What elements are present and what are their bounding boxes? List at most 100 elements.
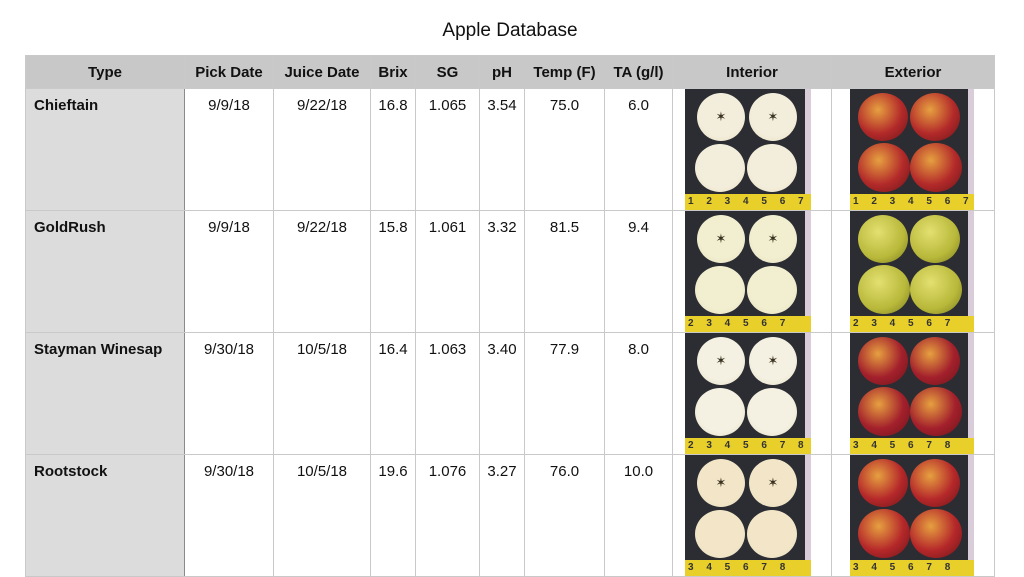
apple-half-image xyxy=(695,388,745,436)
cell-sg: 1.061 xyxy=(415,210,480,333)
core-star-icon: ✶ xyxy=(715,231,727,246)
cell-ta: 10.0 xyxy=(604,454,673,577)
whole-apple-image xyxy=(858,459,908,507)
interior-photo: ✶ ✶ 2 3 4 5 6 7 xyxy=(685,211,811,332)
core-star-icon: ✶ xyxy=(715,109,727,124)
apple-half-image xyxy=(747,388,797,436)
apple-half-image xyxy=(695,266,745,314)
apple-slice-image xyxy=(697,93,745,141)
cell-pick-date: 9/9/18 xyxy=(184,88,274,211)
measuring-tape: 3 4 5 6 7 8 xyxy=(685,560,811,576)
apple-database-table: Type Pick Date Juice Date Brix SG pH Tem… xyxy=(25,55,995,577)
cell-juice-date: 10/5/18 xyxy=(273,332,371,455)
table-row: GoldRush 9/9/18 9/22/18 15.8 1.061 3.32 … xyxy=(25,210,995,333)
apple-half-image xyxy=(747,266,797,314)
cell-exterior: 3 4 5 6 7 8 xyxy=(831,454,995,577)
whole-apple-image xyxy=(858,337,908,385)
core-star-icon: ✶ xyxy=(767,353,779,368)
apple-slice-image xyxy=(697,337,745,385)
whole-apple-image xyxy=(910,93,960,141)
col-header-brix: Brix xyxy=(370,55,416,89)
cell-ph: 3.54 xyxy=(479,88,525,211)
whole-apple-image xyxy=(910,387,962,436)
cell-brix: 16.8 xyxy=(370,88,416,211)
apple-half-image xyxy=(747,144,797,192)
cell-interior: ✶ ✶ 3 4 5 6 7 8 xyxy=(672,454,832,577)
apple-slice-image xyxy=(749,459,797,507)
apple-slice-image xyxy=(697,459,745,507)
core-star-icon: ✶ xyxy=(715,475,727,490)
ruler-strip xyxy=(805,211,811,316)
cell-ta: 9.4 xyxy=(604,210,673,333)
cell-pick-date: 9/30/18 xyxy=(184,454,274,577)
cell-exterior: 1 2 3 4 5 6 7 xyxy=(831,88,995,211)
exterior-photo: 2 3 4 5 6 7 xyxy=(850,211,974,332)
core-star-icon: ✶ xyxy=(715,353,727,368)
cell-juice-date: 10/5/18 xyxy=(273,454,371,577)
apple-slice-image xyxy=(749,215,797,263)
table-row: Stayman Winesap 9/30/18 10/5/18 16.4 1.0… xyxy=(25,332,995,455)
whole-apple-image xyxy=(858,265,910,314)
cell-pick-date: 9/30/18 xyxy=(184,332,274,455)
whole-apple-image xyxy=(910,337,960,385)
apple-half-image xyxy=(695,510,745,558)
cell-type: GoldRush xyxy=(25,210,185,333)
measuring-tape: 1 2 3 4 5 6 7 xyxy=(685,194,811,210)
table-row: Rootstock 9/30/18 10/5/18 19.6 1.076 3.2… xyxy=(25,454,995,577)
cell-ph: 3.40 xyxy=(479,332,525,455)
interior-photo: ✶ ✶ 3 4 5 6 7 8 xyxy=(685,455,811,576)
whole-apple-image xyxy=(858,93,908,141)
ruler-strip xyxy=(805,333,811,438)
cell-brix: 15.8 xyxy=(370,210,416,333)
table-row: Chieftain 9/9/18 9/22/18 16.8 1.065 3.54… xyxy=(25,88,995,211)
cell-brix: 16.4 xyxy=(370,332,416,455)
ruler-strip xyxy=(968,455,974,560)
cell-interior: ✶ ✶ 1 2 3 4 5 6 7 xyxy=(672,88,832,211)
cell-pick-date: 9/9/18 xyxy=(184,210,274,333)
apple-slice-image xyxy=(749,93,797,141)
ruler-strip xyxy=(968,333,974,438)
cell-juice-date: 9/22/18 xyxy=(273,88,371,211)
col-header-sg: SG xyxy=(415,55,480,89)
whole-apple-image xyxy=(858,215,908,263)
cell-temp: 76.0 xyxy=(524,454,605,577)
measuring-tape: 2 3 4 5 6 7 xyxy=(685,316,811,332)
apple-slice-image xyxy=(749,337,797,385)
core-star-icon: ✶ xyxy=(767,231,779,246)
cell-temp: 75.0 xyxy=(524,88,605,211)
cell-exterior: 3 4 5 6 7 8 xyxy=(831,332,995,455)
ruler-strip xyxy=(968,211,974,316)
col-header-temp: Temp (F) xyxy=(524,55,605,89)
interior-photo: ✶ ✶ 1 2 3 4 5 6 7 xyxy=(685,89,811,210)
interior-photo: ✶ ✶ 2 3 4 5 6 7 8 xyxy=(685,333,811,454)
page-title: Apple Database xyxy=(442,20,578,41)
apple-slice-image xyxy=(697,215,745,263)
apple-half-image xyxy=(695,144,745,192)
col-header-exterior: Exterior xyxy=(831,55,995,89)
cell-interior: ✶ ✶ 2 3 4 5 6 7 8 xyxy=(672,332,832,455)
whole-apple-image xyxy=(910,459,960,507)
measuring-tape: 3 4 5 6 7 8 xyxy=(850,560,974,576)
cell-sg: 1.076 xyxy=(415,454,480,577)
measuring-tape: 1 2 3 4 5 6 7 xyxy=(850,194,974,210)
col-header-pick-date: Pick Date xyxy=(184,55,274,89)
ruler-strip xyxy=(805,455,811,560)
col-header-interior: Interior xyxy=(672,55,832,89)
cell-sg: 1.065 xyxy=(415,88,480,211)
col-header-ph: pH xyxy=(479,55,525,89)
cell-sg: 1.063 xyxy=(415,332,480,455)
exterior-photo: 3 4 5 6 7 8 xyxy=(850,333,974,454)
cell-juice-date: 9/22/18 xyxy=(273,210,371,333)
cell-brix: 19.6 xyxy=(370,454,416,577)
whole-apple-image xyxy=(910,265,962,314)
cell-ph: 3.27 xyxy=(479,454,525,577)
cell-ta: 6.0 xyxy=(604,88,673,211)
core-star-icon: ✶ xyxy=(767,109,779,124)
ruler-strip xyxy=(805,89,811,194)
cell-ta: 8.0 xyxy=(604,332,673,455)
cell-type: Chieftain xyxy=(25,88,185,211)
col-header-type: Type xyxy=(25,55,185,89)
cell-type: Stayman Winesap xyxy=(25,332,185,455)
cell-type: Rootstock xyxy=(25,454,185,577)
cell-exterior: 2 3 4 5 6 7 xyxy=(831,210,995,333)
